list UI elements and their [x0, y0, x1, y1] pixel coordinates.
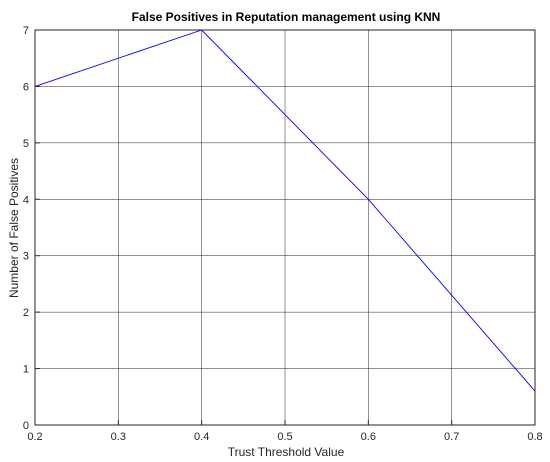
- y-tick-label: 1: [23, 364, 29, 376]
- x-tick-label: 0.6: [361, 431, 376, 443]
- x-tick-label: 0.7: [444, 431, 459, 443]
- y-tick-label: 2: [23, 307, 29, 319]
- axis-ticks: 0.2 0.3 0.4 0.5 0.6 0.7 0.8 0 1 2 3 4 5 6 7: [23, 25, 543, 443]
- y-tick-label: 4: [23, 194, 29, 206]
- x-tick-label: 0.3: [111, 431, 126, 443]
- y-tick-label: 0: [23, 420, 29, 432]
- y-axis-label: Number of False Positives: [7, 158, 21, 298]
- x-tick-label: 0.8: [527, 431, 542, 443]
- x-tick-label: 0.2: [27, 431, 42, 443]
- x-tick-label: 0.5: [277, 431, 292, 443]
- y-tick-label: 3: [23, 251, 29, 263]
- chart-title: False Positives in Reputation management…: [132, 10, 441, 24]
- x-tick-label: 0.4: [194, 431, 209, 443]
- y-tick-label: 6: [23, 81, 29, 93]
- y-tick-label: 5: [23, 138, 29, 150]
- data-series: [34, 29, 536, 392]
- y-tick-label: 7: [23, 25, 29, 37]
- x-axis-label: Trust Threshold Value: [228, 445, 345, 459]
- grid-lines: [34, 29, 536, 426]
- series-line: [34, 29, 536, 392]
